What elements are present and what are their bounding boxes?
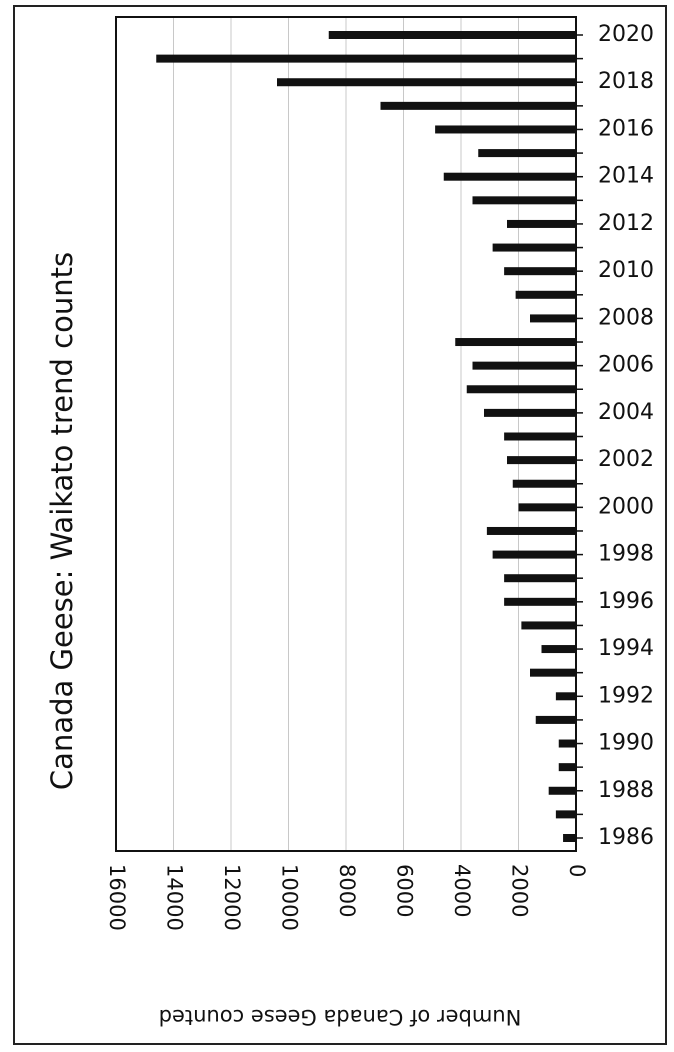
year-tick-label: 2016 <box>598 116 654 141</box>
x-tick-label: 14000 <box>163 864 187 931</box>
year-tick-label: 1986 <box>598 825 654 850</box>
bar-2014 <box>443 172 576 181</box>
x-tick-label: 6000 <box>393 864 417 917</box>
bar-1991 <box>535 715 576 724</box>
bar-1987 <box>555 810 576 819</box>
ticks: 0 2000 4000 6000 8000 10000 12000 14000 16000 198… <box>105 22 654 931</box>
bar-1993 <box>530 668 576 677</box>
bar-1996 <box>504 597 576 606</box>
bar-2001 <box>512 479 576 488</box>
bar-2017 <box>380 101 576 110</box>
year-tick-label: 2002 <box>598 447 654 472</box>
year-tick-label: 2010 <box>598 258 654 283</box>
bar-1990 <box>558 739 576 748</box>
year-tick-label: 1988 <box>598 778 654 803</box>
bar-2005 <box>466 385 576 394</box>
bar-1999 <box>486 526 576 535</box>
year-tick-label: 2004 <box>598 400 654 425</box>
bar-2000 <box>518 503 576 512</box>
x-axis-label: Number of Canada Geese counted <box>159 1005 522 1029</box>
bar-1986 <box>563 834 576 842</box>
year-tick-label: 2012 <box>598 211 654 236</box>
year-tick-label: 2008 <box>598 305 654 330</box>
bar-2012 <box>507 219 576 228</box>
bar-1988 <box>548 786 576 795</box>
bar-2004 <box>484 408 576 417</box>
bar-2006 <box>472 361 576 370</box>
year-tick-label: 2006 <box>598 353 654 378</box>
x-tick-label: 4000 <box>450 864 474 917</box>
bar-2010 <box>504 267 576 276</box>
x-tick-label: 12000 <box>220 864 244 931</box>
chart-title: Canada Geese: Waikato trend counts <box>45 252 79 790</box>
plot-frame <box>115 16 577 852</box>
bar-2018 <box>277 78 576 87</box>
bar-2016 <box>435 125 576 134</box>
x-tick-label: 10000 <box>278 864 302 931</box>
year-tick-label: 2014 <box>598 164 654 189</box>
year-tick-label: 2000 <box>598 494 654 519</box>
year-tick-label: 1998 <box>598 542 654 567</box>
x-tick-label: 16000 <box>105 864 129 931</box>
x-tick-label: 0 <box>565 864 589 877</box>
bars <box>156 31 576 842</box>
year-tick-label: 1992 <box>598 683 654 708</box>
bar-1989 <box>558 763 576 772</box>
bar-2013 <box>472 196 576 205</box>
bar-2015 <box>478 149 576 158</box>
gridlines <box>173 17 519 851</box>
x-tick-label: 8000 <box>335 864 359 917</box>
bar-2019 <box>156 54 576 63</box>
year-tick-label: 1994 <box>598 636 654 661</box>
bar-2011 <box>492 243 576 252</box>
bar-1995 <box>521 621 576 630</box>
bar-1992 <box>555 692 576 701</box>
bar-2020 <box>328 31 576 39</box>
bar-2007 <box>455 338 576 347</box>
x-tick-label: 2000 <box>508 864 532 917</box>
year-tick-label: 1996 <box>598 589 654 614</box>
bar-1997 <box>504 574 576 583</box>
outer-frame <box>13 5 667 1045</box>
year-tick-label: 2020 <box>598 22 654 47</box>
year-tick-label: 1990 <box>598 731 654 756</box>
bar-2003 <box>504 432 576 441</box>
bar-2009 <box>515 290 576 299</box>
bar-1998 <box>492 550 576 559</box>
bar-1994 <box>541 645 576 654</box>
bar-2008 <box>530 314 576 323</box>
year-tick-label: 2018 <box>598 69 654 94</box>
bar-2002 <box>507 456 576 465</box>
